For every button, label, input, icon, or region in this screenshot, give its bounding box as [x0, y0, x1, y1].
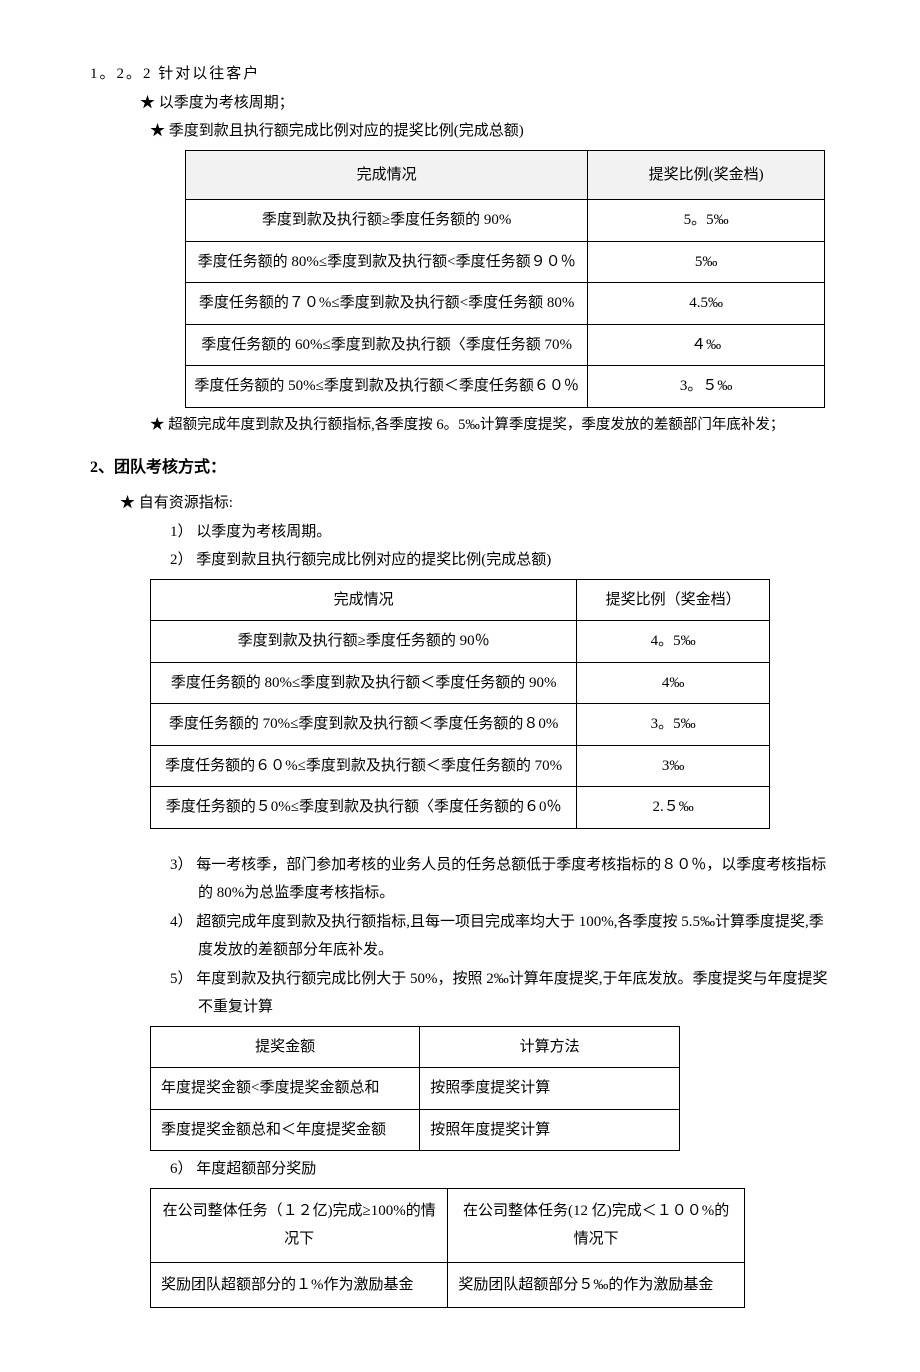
numitem-3: 3） 每一考核季，部门参加考核的业务人员的任务总额低于季度考核指标的８０％，以季… — [170, 851, 830, 908]
table2-cell: 3‰ — [577, 745, 770, 787]
table3-header-amount: 提奖金额 — [151, 1026, 420, 1068]
table2-header-condition: 完成情况 — [151, 579, 577, 621]
table2-cell: 季度到款及执行额≥季度任务额的 90％ — [151, 621, 577, 663]
table2-cell: 4‰ — [577, 662, 770, 704]
table3-cell: 按照季度提奖计算 — [420, 1068, 680, 1110]
table-row: 季度任务额的７０%≤季度到款及执行额<季度任务额 80%4.5‰ — [186, 283, 825, 325]
table2-cell: 季度任务额的 80%≤季度到款及执行额＜季度任务额的 90% — [151, 662, 577, 704]
table1-cell: 季度任务额的７０%≤季度到款及执行额<季度任务额 80% — [186, 283, 588, 325]
heading-team-assessment: 2、团队考核方式： — [90, 453, 830, 483]
table-row: 季度提奖金额总和＜年度提奖金额按照年度提奖计算 — [151, 1109, 680, 1151]
table1-cell: 季度到款及执行额≥季度任务额的 90% — [186, 200, 588, 242]
table-row: 季度到款及执行额≥季度任务额的 90％4。5‰ — [151, 621, 770, 663]
table2-cell: 季度任务额的５0%≤季度到款及执行额〈季度任务额的６0％ — [151, 787, 577, 829]
table-row: 季度任务额的 70%≤季度到款及执行额＜季度任务额的８0%3。5‰ — [151, 704, 770, 746]
table4-cell: 奖励团队超额部分的１%作为激励基金 — [151, 1262, 448, 1308]
numitem-ratio-intro: 2） 季度到款且执行额完成比例对应的提奖比例(完成总额) — [170, 546, 830, 575]
table4-cell: 奖励团队超额部分５‰的作为激励基金 — [448, 1262, 745, 1308]
bullet-quarter-cycle: 以季度为考核周期； — [140, 89, 830, 118]
numitem-4: 4） 超额完成年度到款及执行额指标,且每一项目完成率均大于 100%,各季度按 … — [170, 908, 830, 965]
table2-cell: 3。5‰ — [577, 704, 770, 746]
table-row: 季度任务额的 80%≤季度到款及执行额<季度任务额９０％5‰ — [186, 241, 825, 283]
table2-cell: 季度任务额的６０%≤季度到款及执行额＜季度任务额的 70% — [151, 745, 577, 787]
table2-cell: 4。5‰ — [577, 621, 770, 663]
table2-header-ratio: 提奖比例（奖金档） — [577, 579, 770, 621]
numitem-5: 5） 年度到款及执行额完成比例大于 50%，按照 2‰计算年度提奖,于年底发放。… — [170, 965, 830, 1022]
table-row: 季度任务额的 50%≤季度到款及执行额＜季度任务额６０％3。５‰ — [186, 366, 825, 408]
numitem-6: 6） 年度超额部分奖励 — [170, 1155, 830, 1184]
table-bonus-ratio-2: 完成情况 提奖比例（奖金档） 季度到款及执行额≥季度任务额的 90％4。5‰ 季… — [150, 579, 770, 829]
table1-cell: 季度任务额的 50%≤季度到款及执行额＜季度任务额６０％ — [186, 366, 588, 408]
table3-cell: 年度提奖金额<季度提奖金额总和 — [151, 1068, 420, 1110]
table1-cell: 5。5‰ — [588, 200, 825, 242]
section-number: 1。2。2 针对以往客户 — [90, 60, 830, 89]
table-row: 季度任务额的 80%≤季度到款及执行额＜季度任务额的 90%4‰ — [151, 662, 770, 704]
table-row: 季度任务额的６０%≤季度到款及执行额＜季度任务额的 70%3‰ — [151, 745, 770, 787]
table-row: 季度任务额的５0%≤季度到款及执行额〈季度任务额的６0％2.５‰ — [151, 787, 770, 829]
table-row: 在公司整体任务（１２亿)完成≥100%的情况下 在公司整体任务(12 亿)完成＜… — [151, 1188, 745, 1262]
table1-header-condition: 完成情况 — [186, 150, 588, 200]
table1-cell: 季度任务额的 80%≤季度到款及执行额<季度任务额９０％ — [186, 241, 588, 283]
bullet-exceed-annual: 超额完成年度到款及执行额指标,各季度按 6。5‰计算季度提奖，季度发放的差额部门… — [150, 412, 830, 440]
table4-cell: 在公司整体任务(12 亿)完成＜１００%的情况下 — [448, 1188, 745, 1262]
table2-cell: 2.５‰ — [577, 787, 770, 829]
table3-cell: 按照年度提奖计算 — [420, 1109, 680, 1151]
table-bonus-ratio-1: 完成情况 提奖比例(奖金档) 季度到款及执行额≥季度任务额的 90%5。5‰ 季… — [185, 150, 825, 408]
table2-cell: 季度任务额的 70%≤季度到款及执行额＜季度任务额的８0% — [151, 704, 577, 746]
table-row: 奖励团队超额部分的１%作为激励基金 奖励团队超额部分５‰的作为激励基金 — [151, 1262, 745, 1308]
table-calc-method: 提奖金额 计算方法 年度提奖金额<季度提奖金额总和按照季度提奖计算 季度提奖金额… — [150, 1026, 680, 1152]
table-row: 年度提奖金额<季度提奖金额总和按照季度提奖计算 — [151, 1068, 680, 1110]
table1-cell: 3。５‰ — [588, 366, 825, 408]
table1-header-ratio: 提奖比例(奖金档) — [588, 150, 825, 200]
table1-cell: ４‰ — [588, 324, 825, 366]
table3-cell: 季度提奖金额总和＜年度提奖金额 — [151, 1109, 420, 1151]
table1-cell: 4.5‰ — [588, 283, 825, 325]
table1-cell: 5‰ — [588, 241, 825, 283]
table-row: 季度任务额的 60%≤季度到款及执行额〈季度任务额 70%４‰ — [186, 324, 825, 366]
numitem-cycle: 1） 以季度为考核周期。 — [170, 518, 830, 547]
bullet-own-resource: 自有资源指标: — [120, 489, 830, 518]
table4-cell: 在公司整体任务（１２亿)完成≥100%的情况下 — [151, 1188, 448, 1262]
bullet-ratio-intro: 季度到款且执行额完成比例对应的提奖比例(完成总额) — [150, 117, 830, 146]
table1-cell: 季度任务额的 60%≤季度到款及执行额〈季度任务额 70% — [186, 324, 588, 366]
table-row: 季度到款及执行额≥季度任务额的 90%5。5‰ — [186, 200, 825, 242]
table-annual-exceed: 在公司整体任务（１２亿)完成≥100%的情况下 在公司整体任务(12 亿)完成＜… — [150, 1188, 745, 1309]
table3-header-method: 计算方法 — [420, 1026, 680, 1068]
